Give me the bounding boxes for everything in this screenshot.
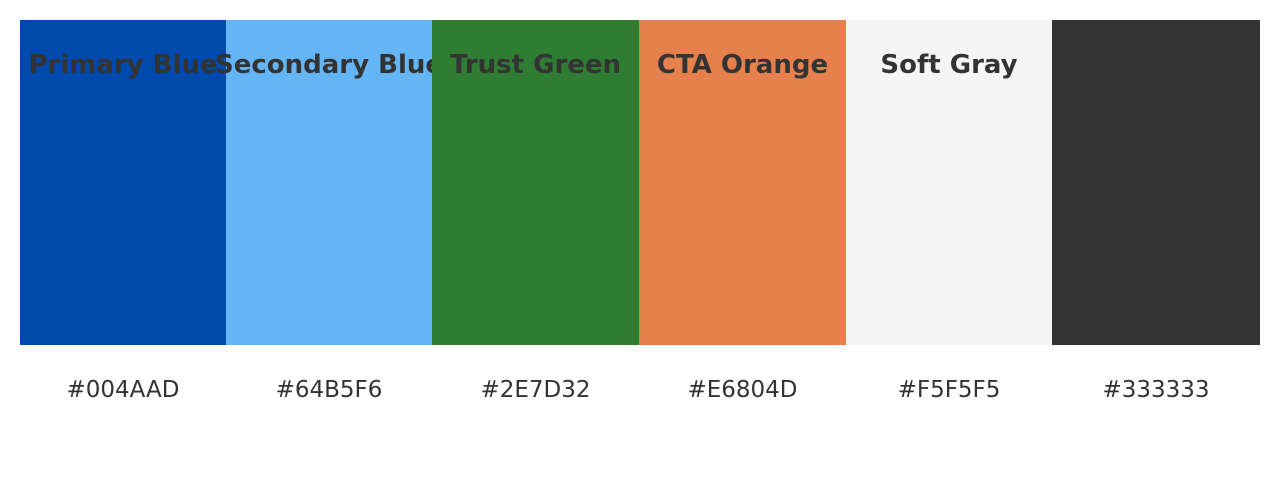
hex-code-label: #333333 (1102, 377, 1210, 403)
swatch-name: Secondary Blue (215, 50, 443, 80)
hex-code-label: #004AAD (66, 377, 180, 403)
swatch-name: Soft Gray (880, 50, 1018, 80)
swatch-primary-blue: Primary Blue (20, 20, 226, 345)
hex-code-label: #E6804D (687, 377, 798, 403)
hex-code-label: #64B5F6 (275, 377, 383, 403)
swatch-name: CTA Orange (656, 50, 829, 80)
hex-code-label: #F5F5F5 (897, 377, 1001, 403)
swatch-dark-gray (1052, 20, 1260, 345)
hex-code-row: #004AAD #64B5F6 #2E7D32 #E6804D #F5F5F5 … (20, 345, 1260, 435)
swatch-trust-green: Trust Green (432, 20, 639, 345)
swatch-name: Trust Green (449, 50, 622, 80)
swatch-name: Primary Blue (28, 50, 218, 80)
swatch-soft-gray: Soft Gray (846, 20, 1052, 345)
color-palette: Primary Blue Secondary Blue Trust Green … (20, 20, 1260, 345)
swatch-secondary-blue: Secondary Blue (215, 20, 443, 345)
swatch-cta-orange: CTA Orange (639, 20, 846, 345)
hex-code-label: #2E7D32 (480, 377, 591, 403)
